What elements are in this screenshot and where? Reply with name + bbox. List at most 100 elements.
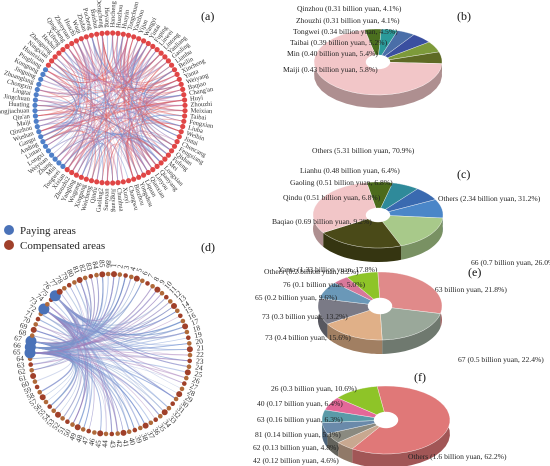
chord-a-link	[58, 99, 185, 164]
chord-d-node-label: 36	[151, 426, 163, 437]
chord-d-link	[29, 352, 147, 426]
chord-d-node-label: 63	[16, 360, 25, 370]
chord-a-node	[83, 34, 89, 40]
chord-a-link	[130, 38, 184, 122]
chord-d-node-label: 56	[32, 401, 44, 413]
chord-d-link	[30, 340, 71, 350]
chord-a-link	[132, 137, 158, 170]
chord-d-node-label: 82	[77, 263, 88, 273]
chord-a-link	[130, 49, 158, 173]
chord-d-link	[29, 320, 184, 354]
chord-a-node	[181, 92, 187, 98]
chord-d-link	[30, 346, 124, 433]
chord-a-node	[83, 176, 89, 182]
chord-d-node-label: 7	[146, 272, 156, 280]
chord-d-link	[30, 329, 72, 350]
chord-a-node-label: Fengxian	[189, 119, 215, 130]
chord-a-link	[54, 133, 166, 160]
chord-a-node	[32, 102, 38, 108]
chord-a-link	[35, 99, 149, 173]
chord-d-link	[29, 275, 127, 354]
chord-d-link	[29, 273, 109, 354]
chord-a-link	[51, 40, 145, 81]
chord-a-link	[40, 94, 184, 138]
chord-a-node	[178, 81, 184, 87]
chord-d-link	[30, 286, 153, 344]
chord-d-node-label: 48	[74, 433, 85, 443]
chord-a-link	[144, 78, 182, 133]
chord-a-node	[174, 139, 180, 145]
chord-a-link	[36, 94, 184, 122]
chord-d-node	[111, 271, 117, 278]
chord-d-node	[51, 408, 56, 414]
chord-a-link	[58, 52, 180, 90]
chord-a-node	[78, 36, 84, 42]
chord-d-link	[29, 284, 84, 354]
chord-a-node	[49, 152, 55, 158]
chord-d-link	[30, 346, 177, 400]
chord-d-link	[55, 295, 95, 432]
chord-a-link	[85, 36, 144, 74]
donut-b: Qinzhou (0.31 billion yuan, 4.1%) Zhouzhi…	[283, 4, 443, 155]
chord-a-node-label: Chunhua	[115, 188, 124, 212]
chord-a-link	[101, 33, 182, 133]
chord-a-link	[62, 140, 108, 184]
chord-d-link	[30, 305, 175, 345]
chord-d-link	[54, 282, 89, 323]
chord-d-link	[30, 346, 73, 393]
chord-a-link	[96, 34, 129, 72]
chord-a-link	[54, 43, 89, 160]
chord-d-link	[43, 308, 87, 425]
chord-d-link	[29, 274, 115, 354]
chord-a-link	[81, 132, 175, 178]
donut-f-label: 42 (0.12 billion yuan, 4.6%)	[253, 456, 339, 465]
chord-d-node-label: 25	[194, 369, 204, 380]
chord-d-link	[43, 287, 84, 328]
chord-d-node	[43, 399, 49, 405]
chord-a-link	[34, 33, 104, 112]
chord-d-node-label: 12	[172, 288, 184, 300]
chord-d-link	[29, 352, 188, 373]
chord-a-link	[136, 52, 169, 84]
donut-f-side	[327, 433, 339, 457]
chord-d-link	[29, 274, 115, 354]
chord-a-link	[101, 33, 183, 127]
chord-a-node-label: Meixian	[190, 107, 213, 115]
chord-a-link	[42, 129, 85, 170]
chord-d-link	[43, 308, 136, 431]
chord-a-link	[45, 69, 82, 164]
chord-a-link	[90, 35, 180, 138]
chord-a-link	[42, 74, 78, 147]
chord-a-link	[54, 99, 185, 160]
chord-d-link	[43, 308, 80, 412]
legend-compensated-label: Compensated areas	[20, 240, 105, 252]
chord-a-link	[140, 56, 180, 91]
chord-d-link	[30, 326, 186, 346]
chord-d-link	[30, 346, 88, 428]
chord-d-link	[43, 308, 177, 400]
chord-a-link	[38, 124, 149, 173]
chord-d-node	[37, 389, 42, 395]
chord-a-node	[49, 58, 55, 64]
chord-d-link	[29, 342, 190, 354]
chord-a-link	[38, 117, 183, 133]
chord-d-node	[109, 431, 115, 437]
chord-a-node	[88, 32, 94, 38]
chord-a-node	[34, 86, 40, 93]
chord-d-node	[179, 386, 185, 392]
chord-d-node	[94, 272, 99, 278]
chord-a-link	[35, 73, 178, 117]
chord-a-link	[135, 46, 178, 87]
chord-d-link	[30, 341, 113, 435]
chord-d-link	[54, 295, 130, 432]
chord-d-node	[142, 422, 149, 429]
chord-d-link	[30, 341, 118, 434]
chord-d-node	[153, 417, 158, 423]
chord-a-link	[136, 83, 182, 170]
chord-a-link	[129, 49, 158, 176]
chord-d-node-label: 6	[140, 269, 150, 276]
chord-a-link	[37, 89, 75, 133]
donut-e-slice	[346, 271, 380, 300]
chord-a-link	[42, 74, 82, 164]
